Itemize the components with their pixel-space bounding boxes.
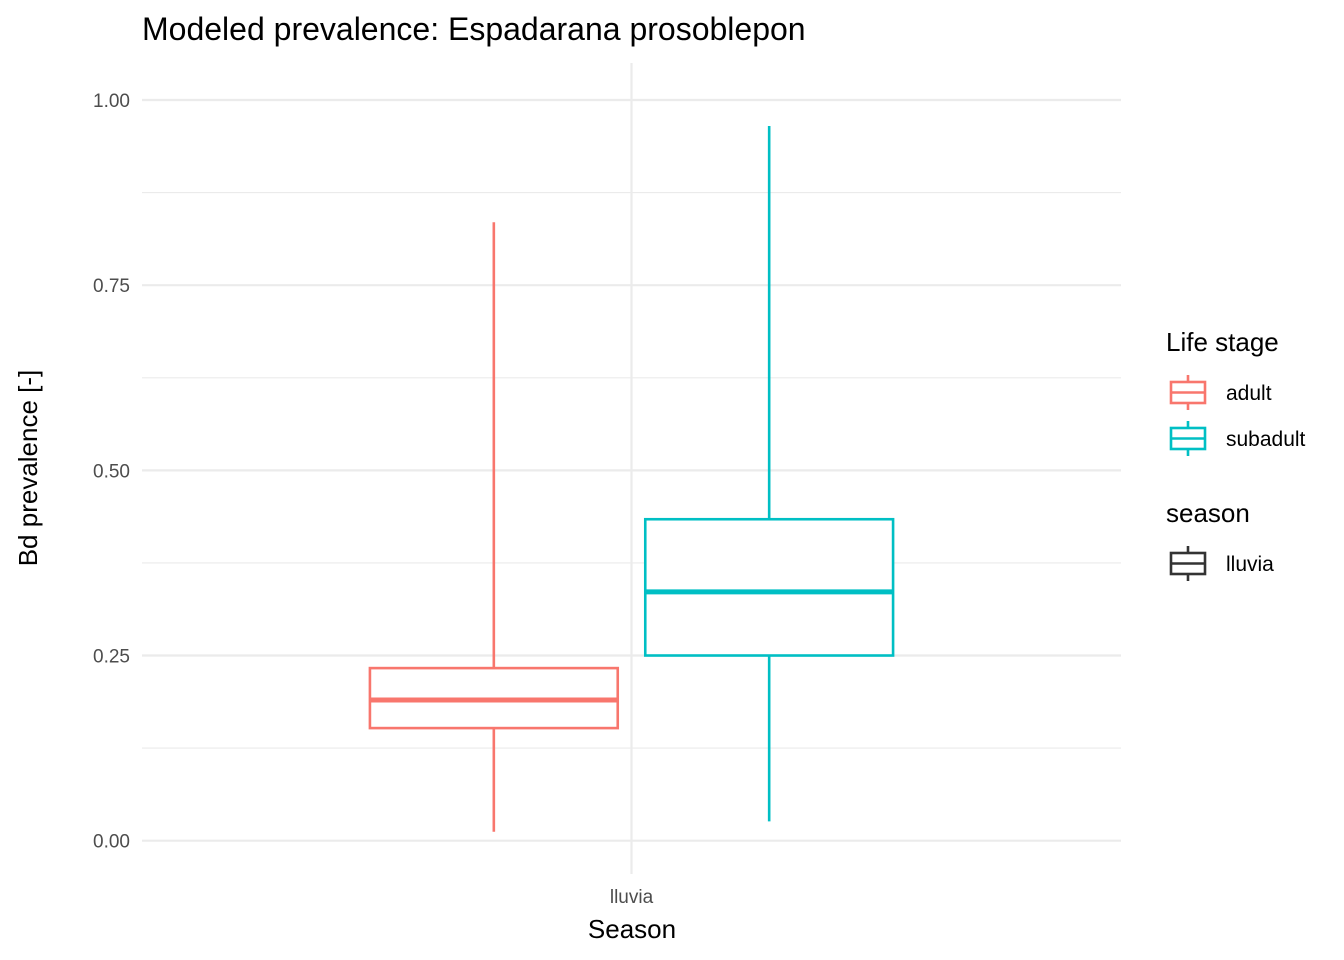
y-tick-label: 0.50 [93,461,130,482]
chart-title: Modeled prevalence: Espadarana prosoblep… [142,11,806,47]
box-adult [368,222,620,832]
legend-title: Life stage [1166,327,1279,357]
x-tick-label: lluvia [610,887,654,908]
y-tick-label: 0.25 [93,647,130,668]
legend-group: Life stage adult subadult [1166,327,1306,456]
y-tick-label: 0.75 [93,276,130,297]
x-axis-ticks: lluvia [610,887,654,908]
legend-label: subadult [1226,428,1306,451]
legend-title: season [1166,498,1250,528]
legend-label: adult [1226,382,1272,405]
y-axis-ticks: 0.00 0.25 0.50 0.75 1.00 [93,91,130,853]
x-axis-title: Season [588,914,676,944]
legend-label: lluvia [1226,553,1274,576]
y-tick-label: 0.00 [93,832,130,853]
box-subadult [643,125,895,822]
legend: Life stage adult subadult season lluvia [1166,327,1306,581]
legend-key: subadult [1169,421,1306,456]
y-axis-title: Bd prevalence [-] [13,370,43,567]
y-tick-label: 1.00 [93,91,130,112]
box-body [643,517,895,657]
legend-key: adult [1169,375,1272,410]
legend-key: lluvia [1169,546,1274,581]
box-series [368,125,895,832]
grid-lines [142,63,1121,874]
legend-group: season lluvia [1166,498,1274,581]
